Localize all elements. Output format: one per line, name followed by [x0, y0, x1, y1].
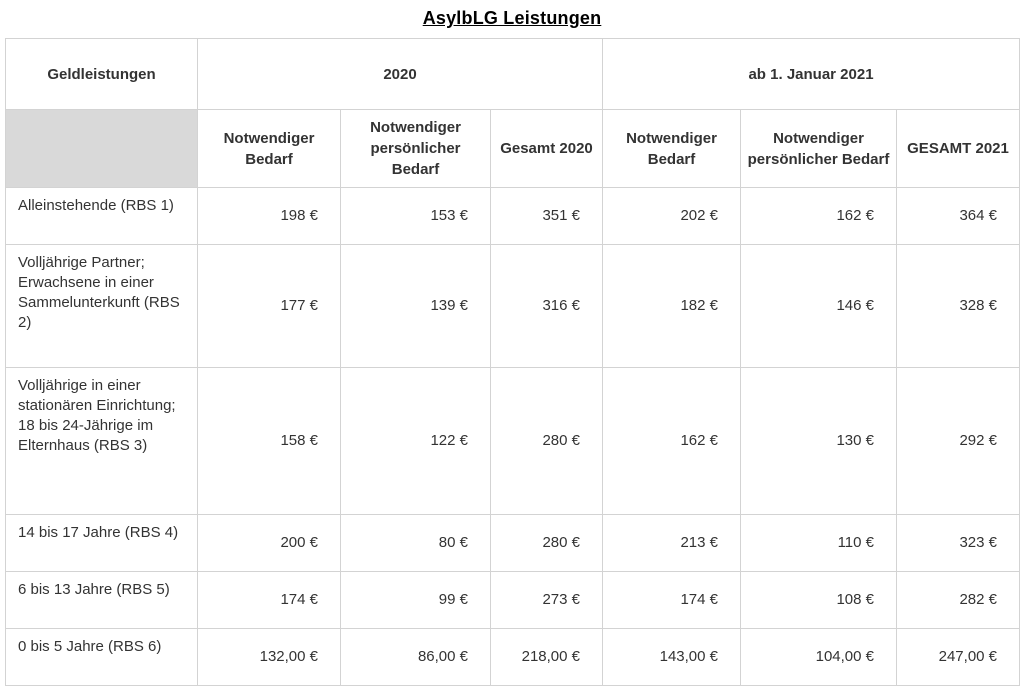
value-cell: 132,00 € — [197, 628, 341, 686]
row-label: 0 bis 5 Jahre (RBS 6) — [5, 628, 198, 686]
benefits-table: Geldleistungen 2020 ab 1. Januar 2021 No… — [5, 38, 1021, 686]
value-cell: 273 € — [490, 571, 603, 629]
value-cell: 110 € — [740, 514, 897, 572]
table-row-rbs5: 6 bis 13 Jahre (RBS 5) 174 € 99 € 273 € … — [5, 571, 1021, 629]
value-cell: 130 € — [740, 367, 897, 515]
value-cell: 182 € — [602, 244, 741, 368]
value-cell: 351 € — [490, 187, 603, 245]
row-label: 14 bis 17 Jahre (RBS 4) — [5, 514, 198, 572]
value-cell: 99 € — [340, 571, 491, 629]
table-row-rbs6: 0 bis 5 Jahre (RBS 6) 132,00 € 86,00 € 2… — [5, 628, 1021, 686]
row-label: 6 bis 13 Jahre (RBS 5) — [5, 571, 198, 629]
header-sub-row: Notwendiger Bedarf Notwendiger persönlic… — [5, 109, 1021, 188]
sub-header-notwendiger-bedarf-2021: Notwendiger Bedarf — [602, 109, 741, 188]
sub-header-gesamt-2021: GESAMT 2021 — [895, 109, 1021, 188]
value-cell: 177 € — [197, 244, 341, 368]
value-cell: 364 € — [895, 187, 1021, 245]
value-cell: 122 € — [340, 367, 491, 515]
value-cell: 292 € — [895, 367, 1021, 515]
value-cell: 146 € — [740, 244, 897, 368]
group-header-2020: 2020 — [197, 38, 603, 110]
value-cell: 323 € — [895, 514, 1021, 572]
row-label: Volljährige in einer stationären Einrich… — [5, 367, 198, 515]
sub-header-notwendiger-bedarf-2020: Notwendiger Bedarf — [197, 109, 341, 188]
value-cell: 162 € — [740, 187, 897, 245]
row-label: Volljährige Partner; Erwachsene in einer… — [5, 244, 198, 368]
value-cell: 104,00 € — [740, 628, 897, 686]
value-cell: 108 € — [740, 571, 897, 629]
page-title: AsylbLG Leistungen — [422, 8, 602, 28]
value-cell: 153 € — [340, 187, 491, 245]
value-cell: 213 € — [602, 514, 741, 572]
value-cell: 198 € — [197, 187, 341, 245]
sub-header-persoenlicher-bedarf-2020: Notwendiger persönlicher Bedarf — [340, 109, 491, 188]
value-cell: 202 € — [602, 187, 741, 245]
value-cell: 139 € — [340, 244, 491, 368]
value-cell: 328 € — [895, 244, 1021, 368]
value-cell: 80 € — [340, 514, 491, 572]
table-row-rbs4: 14 bis 17 Jahre (RBS 4) 200 € 80 € 280 €… — [5, 514, 1021, 572]
sub-header-persoenlicher-bedarf-2021: Notwendiger persönlicher Bedarf — [740, 109, 897, 188]
value-cell: 174 € — [602, 571, 741, 629]
value-cell: 162 € — [602, 367, 741, 515]
value-cell: 200 € — [197, 514, 341, 572]
corner-header-geldleistungen: Geldleistungen — [5, 38, 198, 110]
value-cell: 282 € — [895, 571, 1021, 629]
empty-gray-cell — [5, 109, 198, 188]
sub-header-gesamt-2020: Gesamt 2020 — [490, 109, 603, 188]
row-label: Alleinstehende (RBS 1) — [5, 187, 198, 245]
value-cell: 86,00 € — [340, 628, 491, 686]
value-cell: 158 € — [197, 367, 341, 515]
header-group-row: Geldleistungen 2020 ab 1. Januar 2021 — [5, 38, 1021, 110]
table-row-rbs2: Volljährige Partner; Erwachsene in einer… — [5, 244, 1021, 368]
table-row-rbs3: Volljährige in einer stationären Einrich… — [5, 367, 1021, 515]
value-cell: 218,00 € — [490, 628, 603, 686]
value-cell: 316 € — [490, 244, 603, 368]
value-cell: 280 € — [490, 367, 603, 515]
value-cell: 174 € — [197, 571, 341, 629]
value-cell: 280 € — [490, 514, 603, 572]
value-cell: 143,00 € — [602, 628, 741, 686]
group-header-2021: ab 1. Januar 2021 — [601, 38, 1021, 110]
table-row-rbs1: Alleinstehende (RBS 1) 198 € 153 € 351 €… — [5, 187, 1021, 245]
value-cell: 247,00 € — [895, 628, 1021, 686]
